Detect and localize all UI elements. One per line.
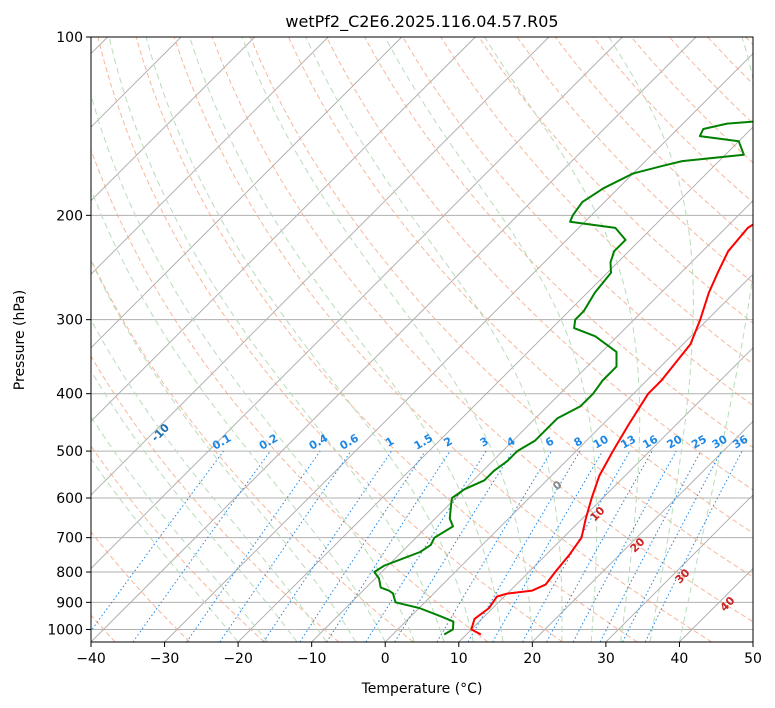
x-tick-label: 30 [597, 651, 615, 667]
moist-adiabat-line [189, 37, 504, 642]
dry-adiabat-line [91, 258, 414, 642]
mixing-ratio-line [219, 450, 352, 642]
y-tick-label: 600 [56, 491, 83, 507]
moist-adiabat-line [678, 37, 753, 642]
isotherm-line [91, 37, 256, 202]
background-lines [91, 37, 753, 642]
mixing-ratio-line [132, 450, 271, 642]
axis-ticks: −40 −30 −20 −10 0 10 20 30 40 50 100 200 300 400 500 60… [47, 30, 762, 667]
dry-adiabat-line [135, 37, 638, 642]
y-tick-label: 1000 [47, 622, 83, 638]
moist-adiabat-line [108, 37, 445, 642]
plot-frame [90, 36, 754, 643]
mixing-ratio-line [394, 450, 514, 642]
moist-adiabat-line [91, 369, 298, 642]
moist-adiabat-line [305, 37, 563, 642]
dry-adiabat-line [402, 37, 753, 407]
dewpoint-profile-line [373, 120, 753, 636]
y-tick-label: 700 [56, 531, 83, 547]
x-tick-label: −10 [297, 651, 327, 667]
isotherm-line [91, 37, 329, 275]
mixing-ratio-line [644, 450, 743, 642]
mixing-ratio-line [299, 450, 426, 642]
y-tick-label: 100 [56, 30, 83, 46]
isotherm-line [531, 420, 753, 642]
isotherm-line [237, 126, 753, 642]
dry-adiabat-line [326, 37, 753, 491]
mixing-ratio-line [263, 450, 392, 642]
isotherm-line [605, 494, 753, 642]
profile-lines [373, 120, 753, 636]
y-tick-label: 200 [56, 208, 83, 224]
moist-adiabat-line [91, 259, 357, 642]
moist-adiabat-line [91, 93, 416, 642]
x-tick-label: 20 [523, 651, 541, 667]
isotherm-line [91, 37, 697, 642]
moist-adiabat-line [608, 37, 694, 642]
isotherm-line [91, 37, 623, 570]
x-tick-label: −30 [150, 651, 180, 667]
x-tick-label: −40 [76, 651, 106, 667]
moist-adiabat-line [91, 415, 268, 642]
dry-adiabat-line [516, 37, 753, 284]
x-tick-label: 10 [450, 651, 468, 667]
chart-title: wetPf2_C2E6.2025.116.04.57.R05 [285, 12, 558, 32]
y-tick-label: 400 [56, 387, 83, 403]
isotherm-line [91, 37, 550, 496]
dry-adiabat-line [478, 37, 753, 324]
mixing-ratio-line [546, 450, 653, 642]
y-tick-label: 900 [56, 595, 83, 611]
mixing-ratio-line [522, 450, 631, 642]
moist-adiabat-line [91, 188, 386, 642]
moist-adiabat-line [145, 37, 474, 642]
moist-adiabat-line [241, 37, 533, 642]
dry-adiabat-line [91, 531, 191, 642]
isotherm-line [384, 273, 753, 642]
isotherm-line [164, 52, 753, 642]
dry-adiabat-line [211, 37, 753, 623]
x-tick-label: 50 [744, 651, 762, 667]
mixing-ratio-line [91, 450, 224, 632]
moist-adiabat-line [484, 37, 641, 642]
dry-adiabat-line [91, 148, 489, 642]
y-tick-label: 800 [56, 565, 83, 581]
mixing-ratio-line [326, 450, 451, 642]
dry-adiabat-line [91, 355, 340, 642]
dry-adiabat-line [173, 37, 713, 642]
moist-adiabat-line [91, 457, 239, 642]
x-tick-label: −20 [223, 651, 253, 667]
dry-adiabat-line [91, 445, 265, 642]
x-tick-label: 0 [381, 651, 390, 667]
mixing-ratio-line [572, 450, 677, 642]
isotherm-line [91, 37, 403, 349]
y-tick-label: 500 [56, 444, 83, 460]
x-axis-label: Temperature (°C) [361, 681, 483, 697]
moist-adiabat-line [91, 318, 327, 642]
dry-adiabat-line [97, 37, 563, 642]
x-tick-label: 40 [671, 651, 689, 667]
y-tick-label: 300 [56, 313, 83, 329]
isotherm-line [458, 347, 753, 642]
temperature-profile-line [470, 223, 753, 636]
isotherm-line [91, 37, 476, 423]
dry-adiabat-line [249, 37, 753, 578]
mixing-ratio-line [186, 450, 321, 642]
y-axis-label: Pressure (hPa) [12, 290, 28, 390]
